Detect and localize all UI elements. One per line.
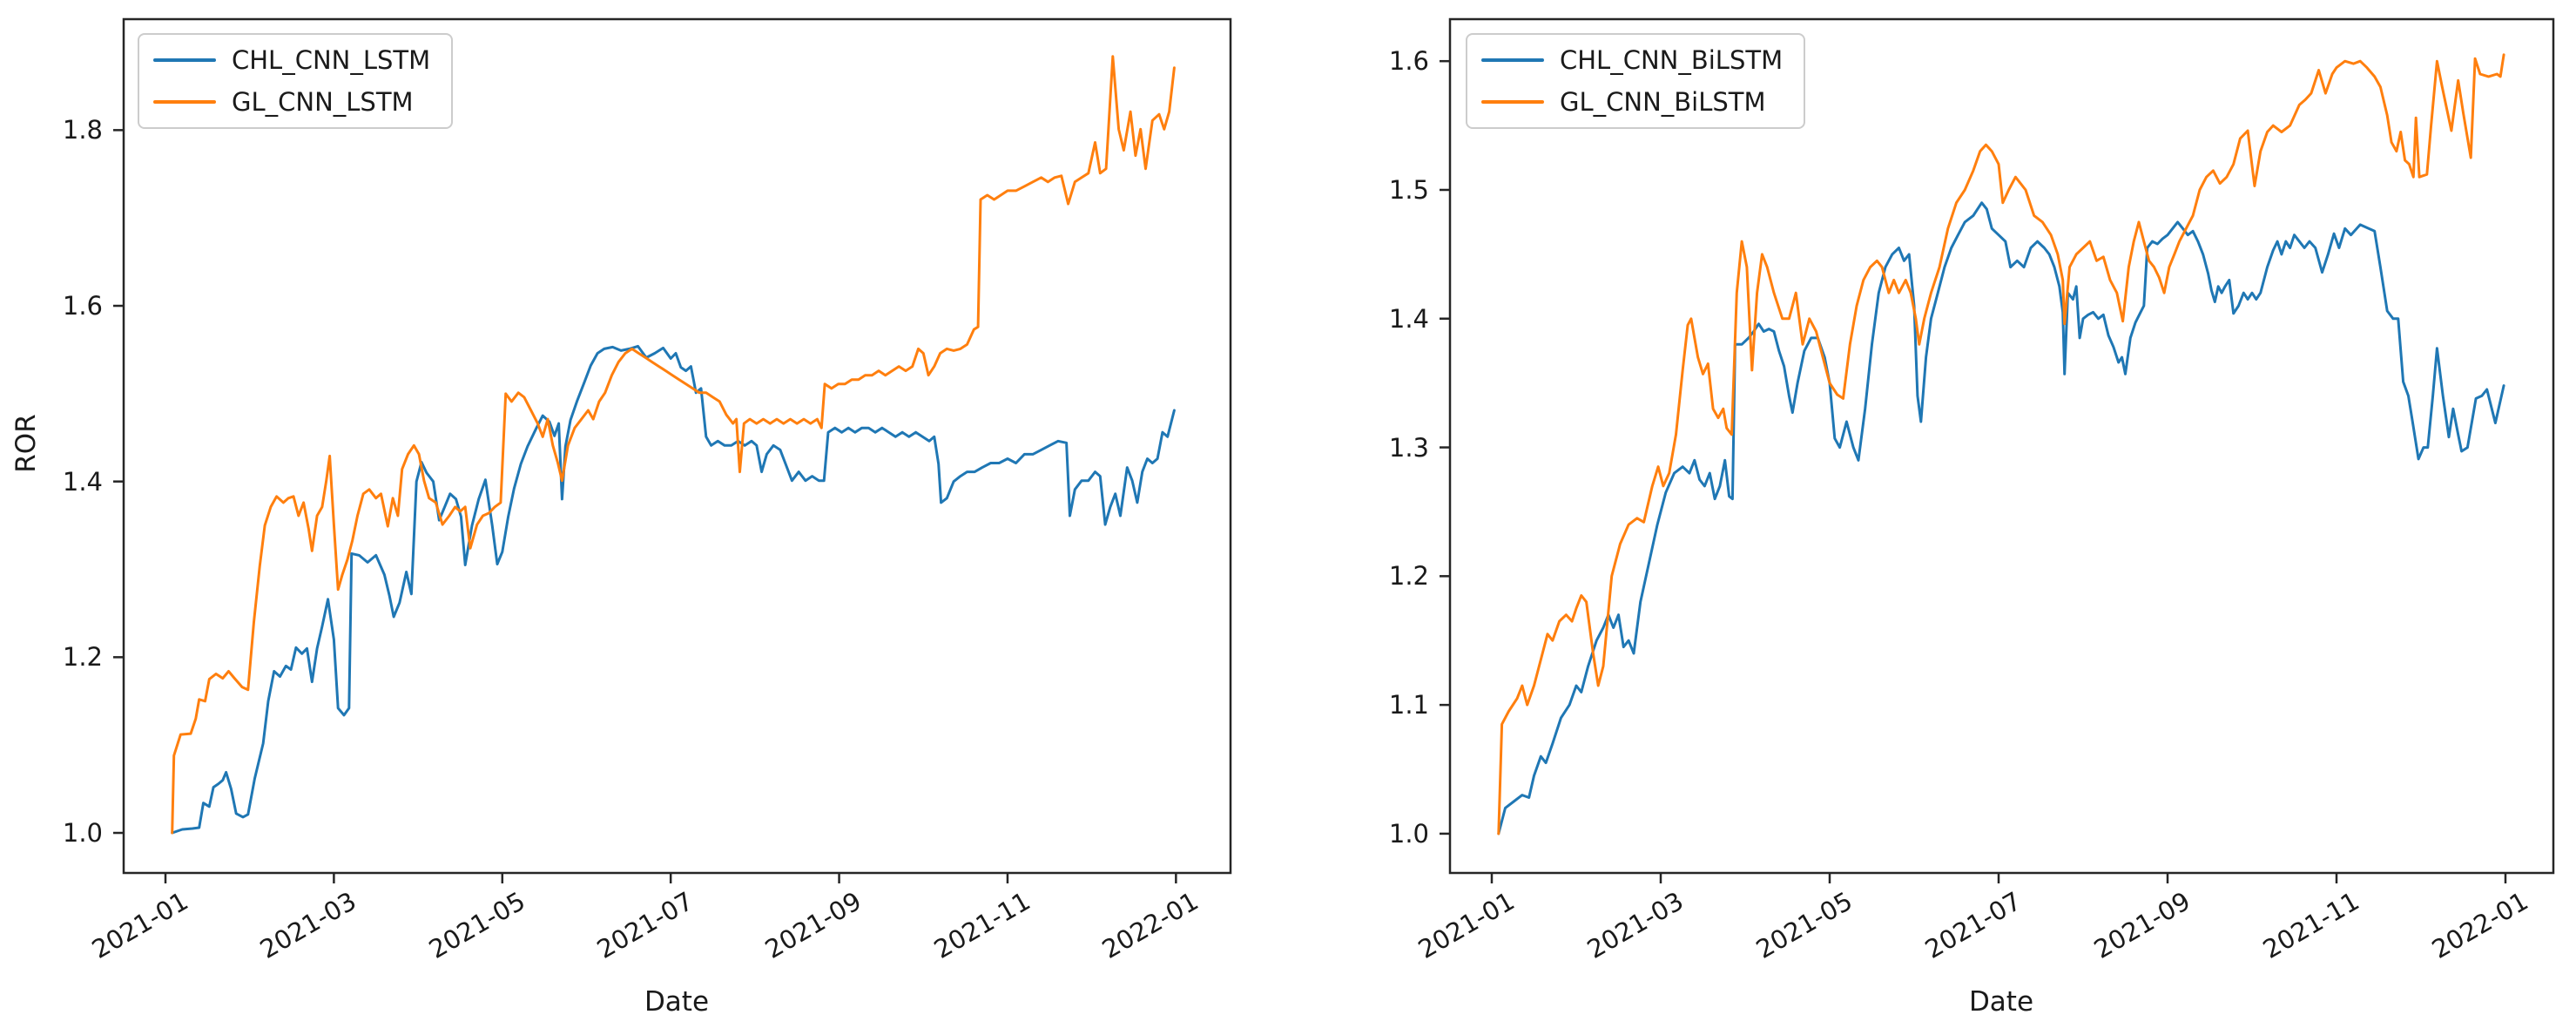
legend-entry: GL_CNN_BiLSTM [1481, 85, 1783, 118]
y-tick-label: 1.0 [1388, 818, 1429, 849]
y-tick-label: 1.6 [62, 291, 103, 321]
legend-right-chart: CHL_CNN_BiLSTM GL_CNN_BiLSTM [1466, 33, 1806, 129]
legend-line-swatch-blue-icon [153, 58, 216, 62]
axes-frame [1448, 17, 2555, 875]
series-line-chl-cnn-lstm [171, 344, 1176, 835]
legend-label: CHL_CNN_BiLSTM [1560, 45, 1784, 75]
series-line-gl-cnn-bilstm [1497, 53, 2505, 835]
y-tick-label: 1.4 [1388, 303, 1429, 334]
x-axis-label-left: Date [644, 986, 710, 1018]
legend-entry: CHL_CNN_LSTM [153, 44, 430, 77]
legend-line-swatch-blue-icon [1481, 58, 1544, 62]
y-tick-label: 1.2 [1388, 561, 1429, 592]
y-tick-label: 1.3 [1388, 432, 1429, 463]
legend-label: GL_CNN_BiLSTM [1560, 87, 1766, 117]
legend-entry: CHL_CNN_BiLSTM [1481, 44, 1783, 77]
legend-label: GL_CNN_LSTM [232, 87, 414, 117]
y-tick-label: 1.5 [1388, 174, 1429, 205]
y-tick-label: 1.6 [1388, 46, 1429, 77]
y-tick-label: 1.1 [1388, 690, 1429, 720]
y-axis-label: ROR [10, 414, 42, 473]
legend-line-swatch-orange-icon [153, 100, 216, 104]
legend-entry: GL_CNN_LSTM [153, 85, 430, 118]
x-axis-label-right: Date [1968, 986, 2034, 1018]
series-line-gl-cnn-lstm [171, 55, 1176, 835]
axes-frame [122, 17, 1232, 875]
legend-label: CHL_CNN_LSTM [232, 45, 431, 75]
y-tick-label: 1.4 [62, 466, 103, 497]
legend-left-chart: CHL_CNN_LSTM GL_CNN_LSTM [138, 33, 454, 129]
y-tick-label: 1.2 [62, 642, 103, 673]
legend-line-swatch-orange-icon [1481, 100, 1544, 104]
y-tick-label: 1.0 [62, 818, 103, 849]
series-line-chl-cnn-bilstm [1497, 201, 2505, 835]
y-tick-label: 1.8 [62, 115, 103, 145]
